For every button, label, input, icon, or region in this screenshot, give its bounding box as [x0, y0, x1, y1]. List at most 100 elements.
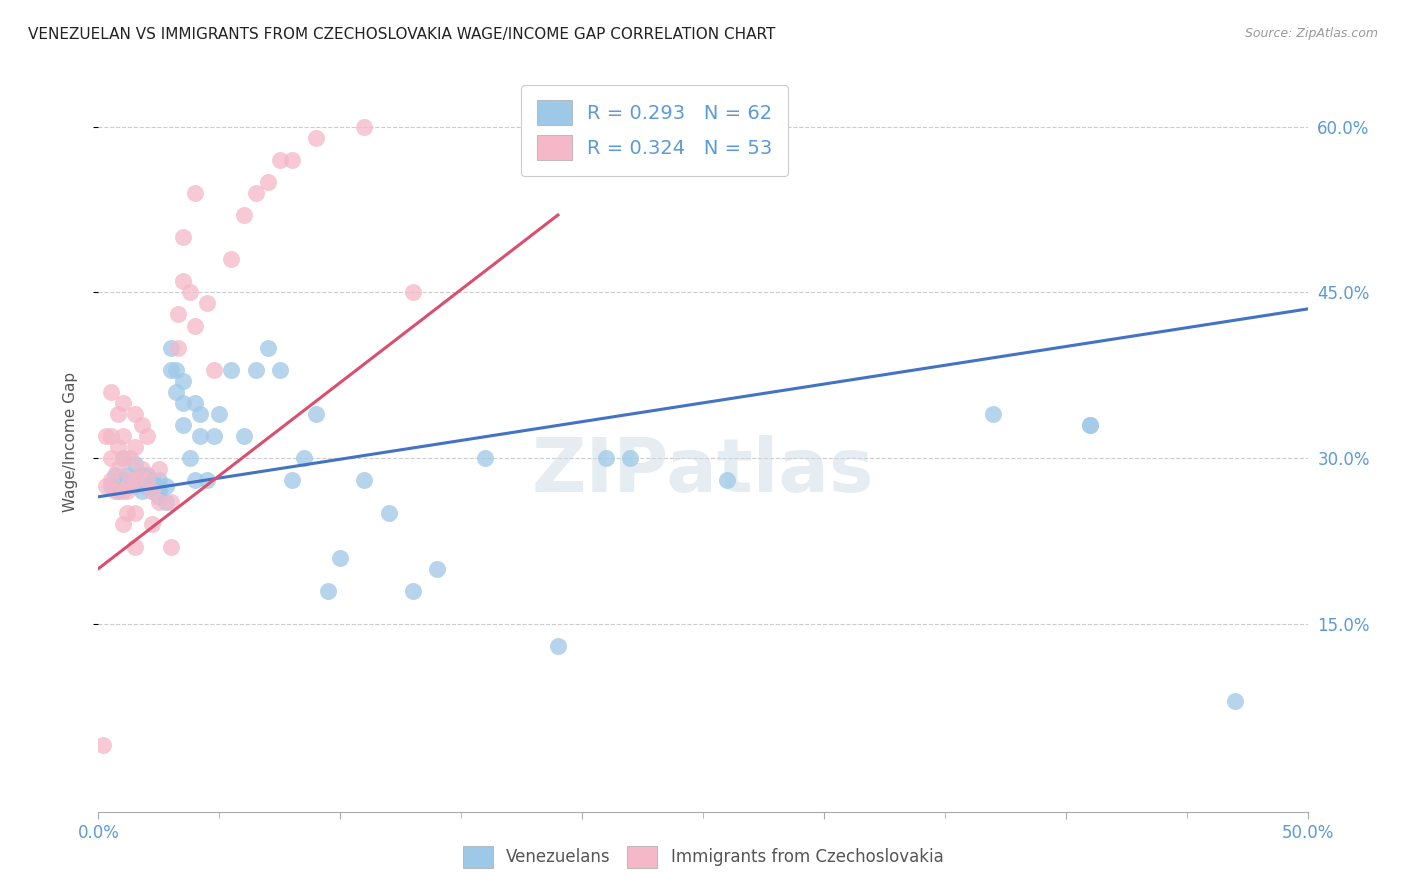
Point — [135, 429, 157, 443]
Point — [124, 507, 146, 521]
Point — [118, 451, 141, 466]
Point — [94, 429, 117, 443]
Y-axis label: Wage/Income Gap: Wage/Income Gap — [63, 371, 77, 512]
Point — [160, 341, 183, 355]
Point — [131, 462, 153, 476]
Point — [221, 362, 243, 376]
Point — [245, 186, 267, 200]
Point — [402, 285, 425, 300]
Point — [124, 479, 146, 493]
Point — [107, 440, 129, 454]
Point — [353, 120, 375, 134]
Point — [148, 495, 170, 509]
Point — [1223, 694, 1246, 708]
Point — [167, 308, 190, 322]
Point — [167, 341, 190, 355]
Point — [135, 473, 157, 487]
Point — [184, 186, 207, 200]
Point — [111, 451, 134, 466]
Point — [111, 517, 134, 532]
Legend: Venezuelans, Immigrants from Czechoslovakia: Venezuelans, Immigrants from Czechoslova… — [451, 834, 955, 880]
Point — [104, 484, 127, 499]
Point — [204, 362, 226, 376]
Point — [100, 479, 122, 493]
Point — [179, 451, 201, 466]
Point — [305, 407, 328, 421]
Point — [474, 451, 496, 466]
Point — [172, 417, 194, 432]
Point — [232, 208, 254, 222]
Point — [107, 407, 129, 421]
Point — [124, 407, 146, 421]
Point — [179, 285, 201, 300]
Point — [232, 429, 254, 443]
Point — [148, 490, 170, 504]
Point — [141, 473, 163, 487]
Point — [195, 296, 218, 310]
Point — [148, 473, 170, 487]
Point — [595, 451, 617, 466]
Point — [148, 479, 170, 493]
Point — [184, 473, 207, 487]
Point — [1078, 417, 1101, 432]
Point — [165, 384, 187, 399]
Point — [100, 384, 122, 399]
Point — [1078, 417, 1101, 432]
Point — [329, 550, 352, 565]
Point — [135, 467, 157, 482]
Point — [281, 153, 304, 167]
Point — [305, 130, 328, 145]
Point — [292, 451, 315, 466]
Point — [141, 484, 163, 499]
Point — [141, 484, 163, 499]
Point — [135, 473, 157, 487]
Point — [131, 467, 153, 482]
Point — [117, 484, 139, 499]
Point — [148, 462, 170, 476]
Point — [124, 457, 146, 471]
Point — [165, 362, 187, 376]
Point — [716, 473, 738, 487]
Point — [135, 479, 157, 493]
Point — [353, 473, 375, 487]
Point — [100, 429, 122, 443]
Point — [111, 396, 134, 410]
Point — [172, 374, 194, 388]
Point — [619, 451, 641, 466]
Point — [131, 417, 153, 432]
Point — [91, 739, 114, 753]
Point — [981, 407, 1004, 421]
Point — [269, 362, 291, 376]
Point — [316, 583, 339, 598]
Point — [256, 341, 278, 355]
Point — [131, 484, 153, 499]
Point — [160, 362, 183, 376]
Point — [204, 429, 226, 443]
Point — [111, 473, 134, 487]
Point — [141, 479, 163, 493]
Point — [256, 175, 278, 189]
Point — [117, 507, 139, 521]
Legend: R = 0.293   N = 62, R = 0.324   N = 53: R = 0.293 N = 62, R = 0.324 N = 53 — [522, 85, 789, 176]
Point — [155, 495, 177, 509]
Point — [402, 583, 425, 598]
Point — [107, 484, 129, 499]
Point — [104, 467, 127, 482]
Text: ZIPatlas: ZIPatlas — [531, 434, 875, 508]
Point — [269, 153, 291, 167]
Point — [111, 484, 134, 499]
Point — [184, 396, 207, 410]
Point — [107, 462, 129, 476]
Point — [245, 362, 267, 376]
Point — [172, 274, 194, 288]
Point — [188, 429, 211, 443]
Point — [195, 473, 218, 487]
Text: Source: ZipAtlas.com: Source: ZipAtlas.com — [1244, 27, 1378, 40]
Point — [377, 507, 399, 521]
Point — [172, 396, 194, 410]
Point — [188, 407, 211, 421]
Point — [124, 473, 146, 487]
Point — [141, 517, 163, 532]
Point — [117, 467, 139, 482]
Point — [426, 561, 449, 575]
